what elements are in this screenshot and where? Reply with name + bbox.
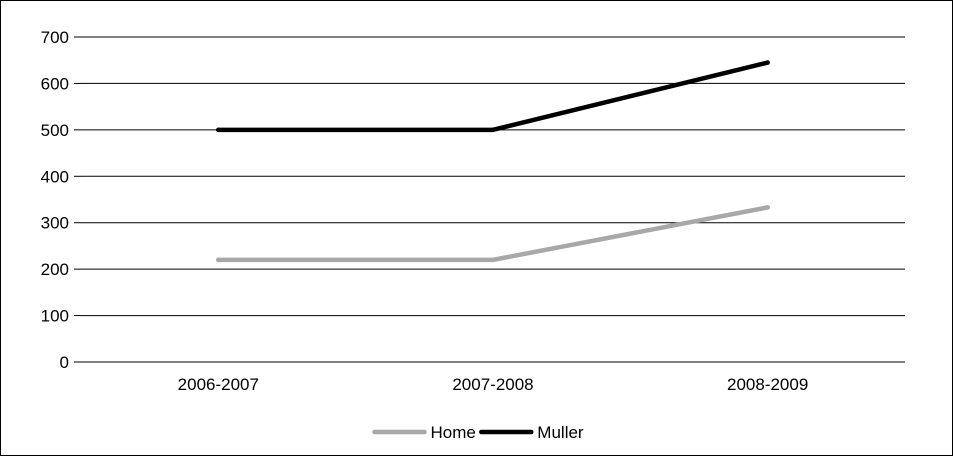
- x-tick-label: 2007-2008: [452, 375, 533, 394]
- legend-label-muller: Muller: [537, 423, 584, 442]
- data-point-muller: [765, 60, 770, 65]
- legend-label-home: Home: [431, 423, 476, 442]
- data-point-muller: [216, 127, 221, 133]
- gridlines: [81, 36, 905, 363]
- data-point-muller: [490, 127, 496, 133]
- x-axis: 2006-2007 2007-2008 2008-2009: [178, 375, 809, 394]
- y-tick-label: 300: [41, 214, 69, 233]
- x-tick-label: 2006-2007: [178, 375, 259, 394]
- y-tick-label: 500: [41, 121, 69, 140]
- y-tick-label: 600: [41, 74, 69, 93]
- y-tick-label: 0: [60, 353, 69, 372]
- y-tick-label: 700: [41, 28, 69, 47]
- series-line-muller: [216, 60, 770, 133]
- y-tick-label: 200: [41, 260, 69, 279]
- series-lines: [216, 60, 770, 263]
- x-tick-label: 2008-2009: [727, 375, 808, 394]
- series-line-home: [216, 205, 770, 263]
- y-tick-label: 400: [41, 167, 69, 186]
- y-axis: 0 100 200 300 400 500 600 700: [41, 28, 81, 372]
- data-point-home: [216, 257, 221, 263]
- legend: Home Muller: [372, 423, 584, 442]
- data-point-home: [765, 205, 770, 210]
- data-point-home: [490, 257, 496, 263]
- y-tick-label: 100: [41, 307, 69, 326]
